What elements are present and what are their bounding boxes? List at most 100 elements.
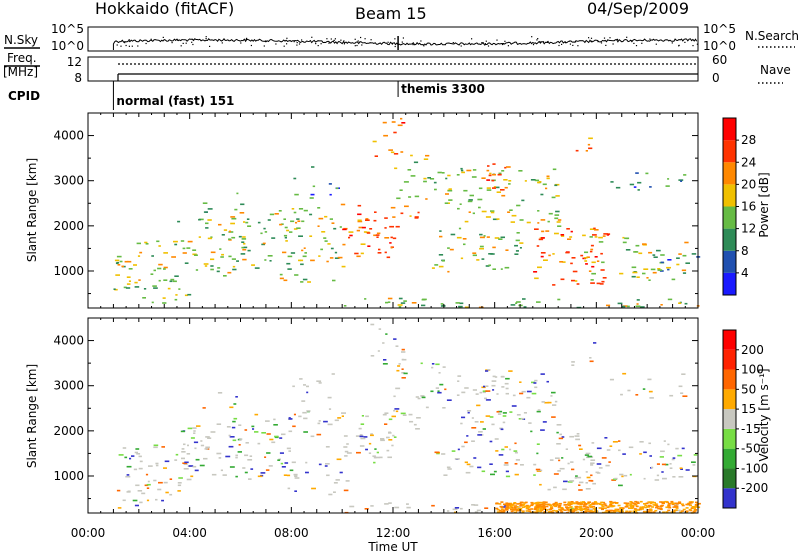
- colorbar-swatch: [723, 409, 736, 429]
- range-cell: [593, 501, 597, 503]
- range-cell: [148, 465, 153, 467]
- range-cell: [158, 481, 163, 484]
- colorbar-swatch: [723, 250, 736, 273]
- range-cell: [571, 508, 575, 511]
- range-cell: [558, 508, 562, 511]
- range-cell: [636, 276, 640, 278]
- range-cell: [387, 301, 391, 303]
- range-cell: [584, 508, 588, 511]
- nsearch-point: [340, 39, 342, 41]
- nsearch-point: [311, 36, 313, 38]
- range-cell: [515, 508, 518, 511]
- nsearch-point: [485, 40, 487, 42]
- range-cell: [346, 443, 349, 445]
- range-cell: [540, 252, 546, 254]
- range-cell: [229, 466, 235, 468]
- range-cell: [427, 177, 431, 179]
- range-cell: [639, 441, 644, 443]
- range-cell: [243, 246, 248, 249]
- range-cell: [633, 186, 637, 188]
- nsearch-point: [605, 44, 607, 46]
- range-cell: [401, 377, 406, 379]
- range-cell: [572, 270, 578, 273]
- range-cell: [622, 241, 627, 244]
- range-cell: [466, 435, 469, 437]
- range-cell: [610, 502, 614, 504]
- range-cell: [196, 425, 201, 427]
- range-cell: [541, 230, 545, 233]
- nsearch-point: [655, 43, 657, 45]
- range-cell: [298, 235, 303, 237]
- range-cell: [585, 452, 591, 455]
- range-cell: [556, 221, 561, 223]
- range-cell: [187, 427, 193, 430]
- range-cell: [303, 417, 308, 420]
- range-cell: [603, 503, 607, 505]
- range-cell: [297, 220, 301, 222]
- range-cell: [450, 233, 456, 236]
- range-cell: [496, 218, 500, 220]
- range-cell: [601, 457, 607, 459]
- range-cell: [122, 499, 126, 502]
- range-cell: [491, 179, 495, 182]
- range-cell: [521, 199, 525, 202]
- range-cell: [496, 508, 500, 511]
- range-cell: [530, 501, 534, 504]
- range-cell: [672, 506, 676, 508]
- range-cell: [279, 452, 284, 454]
- range-cell: [534, 507, 538, 509]
- nsearch-point: [420, 40, 422, 42]
- range-cell: [306, 385, 309, 388]
- range-cell: [283, 279, 288, 282]
- range-cell: [509, 209, 513, 211]
- range-cell: [578, 484, 581, 486]
- range-cell: [446, 466, 451, 469]
- range-cell: [494, 186, 500, 189]
- range-cell: [207, 437, 212, 439]
- colorbar-tick-label: -15: [741, 422, 761, 436]
- range-cell: [614, 477, 618, 480]
- range-cell: [473, 457, 477, 459]
- nsearch-point: [354, 45, 356, 47]
- range-cell: [404, 205, 409, 208]
- range-cell: [561, 457, 564, 459]
- range-cell: [621, 510, 624, 513]
- range-cell: [329, 218, 333, 220]
- range-cell: [192, 253, 197, 256]
- y-tick-label: 4000: [53, 334, 84, 348]
- range-cell: [122, 447, 127, 449]
- range-cell: [592, 234, 597, 236]
- range-cell: [374, 155, 378, 157]
- range-cell: [607, 505, 611, 508]
- range-cell: [481, 258, 485, 260]
- range-cell: [235, 475, 238, 478]
- range-cell: [510, 510, 514, 513]
- range-cell: [665, 185, 670, 187]
- range-cell: [359, 435, 364, 438]
- range-cell: [676, 263, 680, 266]
- range-cell: [163, 481, 168, 484]
- range-cell: [286, 262, 291, 265]
- range-cell: [155, 462, 159, 465]
- range-cell: [274, 435, 279, 438]
- range-cell: [244, 471, 248, 474]
- range-cell: [510, 508, 513, 511]
- range-cell: [460, 169, 464, 172]
- range-cell: [569, 435, 574, 438]
- range-cell: [501, 386, 505, 388]
- range-cell: [146, 487, 150, 489]
- range-cell: [233, 417, 238, 420]
- range-cell: [675, 509, 681, 512]
- range-cell: [403, 300, 407, 302]
- range-cell: [370, 505, 374, 507]
- range-cell: [675, 507, 679, 509]
- nsearch-point: [137, 45, 139, 47]
- range-cell: [694, 505, 698, 507]
- range-cell: [247, 249, 251, 252]
- range-cell: [153, 446, 158, 449]
- range-cell: [356, 255, 361, 258]
- range-cell: [400, 151, 404, 153]
- range-cell: [452, 508, 458, 511]
- range-cell: [485, 216, 491, 218]
- range-cell: [305, 471, 309, 474]
